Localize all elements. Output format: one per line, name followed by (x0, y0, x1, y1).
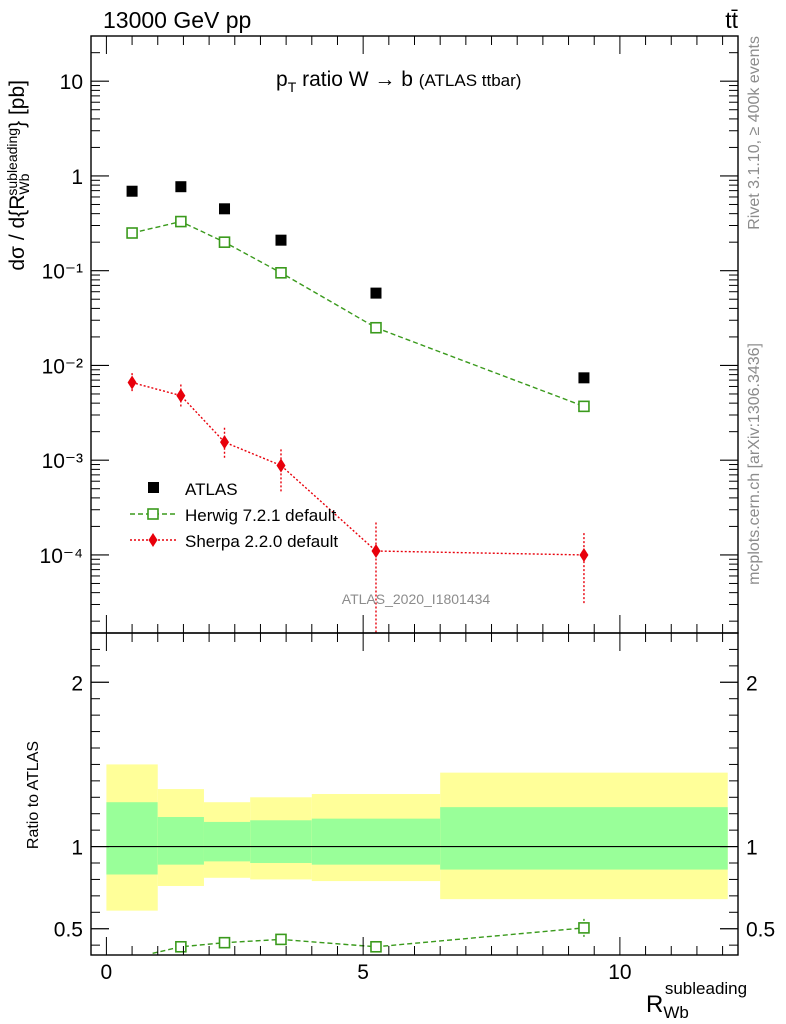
herwig-line (131, 220, 585, 408)
herwig-point (275, 267, 287, 279)
main-y-tick-label: 10⁻¹ (42, 261, 83, 284)
herwig-ratio-point (218, 936, 231, 949)
sherpa-point (371, 544, 381, 559)
main-plot-panel: 10 1 10⁻¹ 10⁻² 10⁻³ 10⁻⁴ pT ratio W → b (ATLA… (4, 35, 739, 634)
ratio-y-tick-label-right: 0.5 (746, 919, 775, 942)
ratio-y-tick-label: 1 (71, 837, 83, 860)
main-y-tick-label: 10⁻² (42, 355, 83, 378)
main-y-tick-label: 10⁻⁴ (40, 545, 83, 568)
sherpa-point (276, 458, 286, 473)
herwig-ratio-point (578, 922, 590, 934)
herwig-ratio-line (152, 927, 585, 955)
ratio-plot-axes: 0 5 10 0.5 0.5 1 1 2 2 (54, 632, 775, 984)
sherpa-point (220, 435, 230, 450)
ratio-y-axis-label: Ratio to ATLAS (25, 741, 42, 849)
ratio-y-tick-label-right: 2 (746, 672, 758, 695)
herwig-point (370, 321, 382, 334)
herwig-ratio-point (275, 933, 287, 946)
atlas-point (126, 185, 138, 197)
ratio-y-tick-label: 2 (71, 672, 83, 695)
sherpa-point (579, 547, 589, 562)
legend: ATLAS Herwig 7.2.1 default Sherpa 2.2.0 de… (130, 480, 338, 551)
sherpa-point (127, 375, 137, 390)
x-tick-label: 0 (101, 961, 113, 984)
main-y-axis-label: dσ / d{RWbsubleading} [pb] (4, 80, 32, 271)
svg-text:dσ / d{RWbsubleading} [pb]: dσ / d{RWbsubleading} [pb] (4, 80, 32, 271)
uncertainty-band-inner (106, 802, 158, 875)
svg-text:RWbsubleading: RWbsubleading (646, 979, 747, 1022)
herwig-point (578, 400, 590, 413)
legend-herwig-marker (147, 508, 159, 520)
main-plot-axes: 10 1 10⁻¹ 10⁻² 10⁻³ 10⁻⁴ (40, 35, 739, 634)
atlas-point (219, 203, 231, 215)
main-plot-area (126, 181, 590, 633)
svg-text:pT ratio W → b (ATLAS ttbar): pT ratio W → b (ATLAS ttbar) (276, 68, 521, 95)
main-y-tick-label: 10 (60, 71, 83, 94)
herwig-ratio-point (175, 940, 187, 953)
main-y-tick-label: 1 (71, 166, 83, 189)
legend-sherpa-marker (148, 533, 158, 547)
atlas-point (275, 234, 287, 246)
ratio-plot-panel: 0 5 10 0.5 0.5 1 1 2 2 Ratio to ATLAS RWbsublead… (25, 632, 775, 1022)
plot-title: pT ratio W → b (ATLAS ttbar) (276, 68, 521, 95)
main-y-tick-label: 10⁻³ (42, 450, 83, 473)
legend-atlas-marker (148, 482, 159, 493)
uncertainty-band-inner (250, 820, 312, 863)
herwig-point (175, 215, 187, 228)
analysis-watermark: ATLAS_2020_I1801434 (342, 591, 491, 607)
legend-herwig-label: Herwig 7.2.1 default (185, 506, 336, 525)
ratio-plot-area (91, 764, 738, 955)
uncertainty-band-inner (440, 807, 728, 870)
herwig-ratio-series (152, 918, 590, 955)
ratio-y-tick-label-right: 1 (746, 837, 758, 860)
uncertainty-band-inner (311, 818, 441, 865)
herwig-point (126, 227, 138, 239)
uncertainty-band-inner (157, 817, 204, 865)
x-axis-label: RWbsubleading (646, 979, 747, 1022)
rivet-version-label: Rivet 3.1.10, ≥ 400k events (746, 36, 763, 230)
atlas-point (175, 181, 187, 193)
sherpa-line (131, 381, 584, 556)
legend-atlas-label: ATLAS (185, 480, 238, 499)
sherpa-point (176, 388, 186, 403)
final-state-label: tt̄ (725, 7, 738, 33)
mcplots-label: mcplots.cern.ch [arXiv:1306.3436] (746, 343, 763, 585)
x-tick-label: 10 (608, 961, 631, 984)
ratio-y-tick-label: 0.5 (54, 919, 83, 942)
process-label: 13000 GeV pp (103, 7, 251, 33)
x-tick-label: 5 (357, 961, 369, 984)
herwig-ratio-point (370, 940, 382, 953)
atlas-point (370, 287, 382, 299)
atlas-point (578, 372, 590, 384)
legend-sherpa-label: Sherpa 2.2.0 default (185, 532, 338, 551)
herwig-point (218, 236, 231, 248)
uncertainty-band-inner (203, 821, 251, 862)
